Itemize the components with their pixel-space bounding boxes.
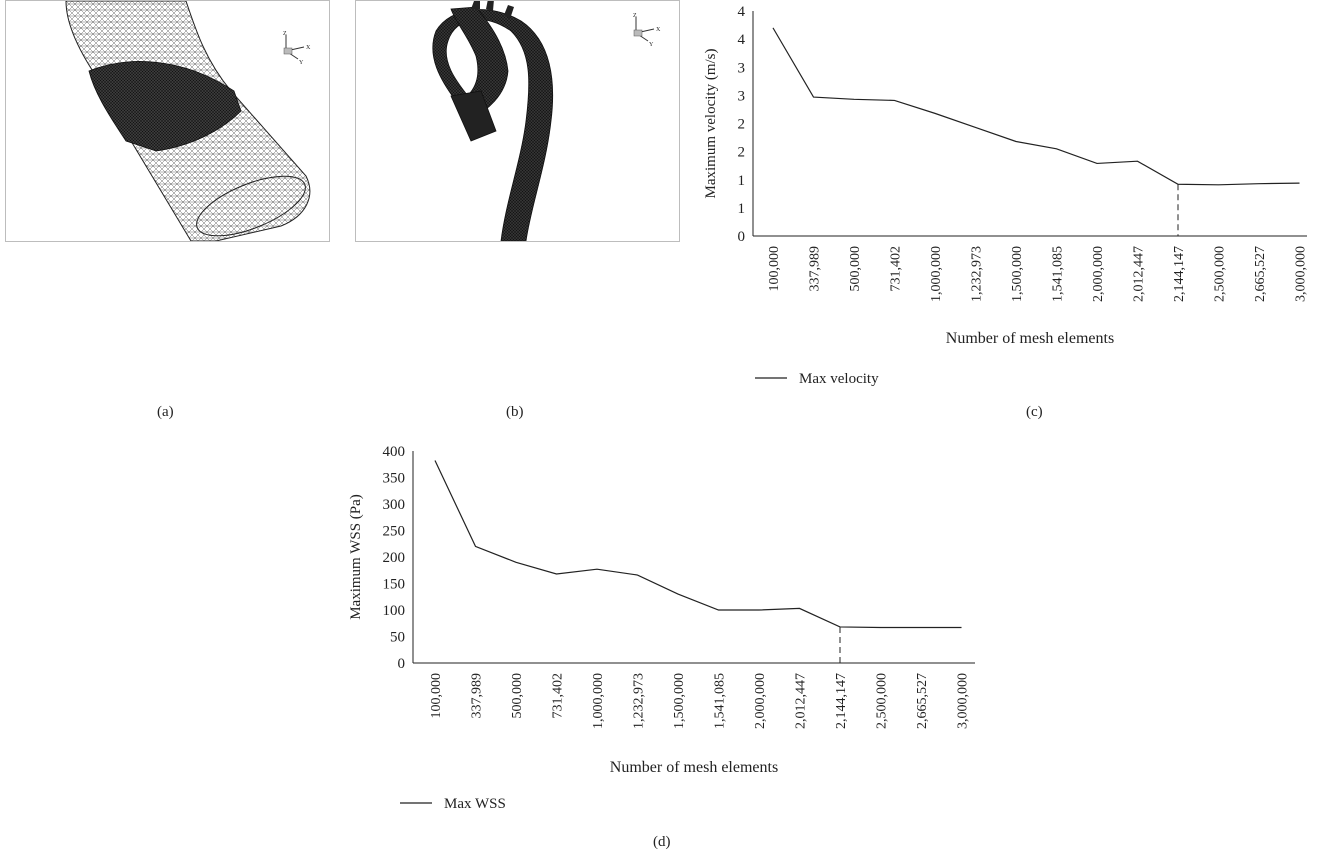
x-tick-label: 1,541,085 bbox=[713, 673, 728, 729]
x-tick-label: 500,000 bbox=[510, 673, 525, 719]
series-line-max-velocity bbox=[772, 27, 1300, 186]
x-tick-label: 2,012,447 bbox=[1132, 246, 1147, 302]
legend-label: Max velocity bbox=[799, 371, 879, 387]
x-tick-label: 2,144,147 bbox=[834, 673, 849, 729]
y-tick-label: 50 bbox=[390, 630, 405, 646]
triad-x-label: X bbox=[656, 27, 661, 33]
vessel-outlet bbox=[196, 175, 306, 237]
y-axis-label: Maximum velocity (m/s) bbox=[703, 49, 719, 199]
x-tick-label: 2,144,147 bbox=[1172, 246, 1187, 302]
mesh-closeup-illustration bbox=[65, 1, 311, 241]
y-tick-label: 200 bbox=[383, 550, 406, 566]
x-tick-label: 3,000,000 bbox=[1294, 246, 1309, 302]
x-tick-label: 2,000,000 bbox=[1091, 246, 1106, 302]
triad-y-label: Y bbox=[299, 60, 304, 66]
caption-c: (c) bbox=[1026, 404, 1043, 420]
y-tick-label: 100 bbox=[383, 603, 406, 619]
mesh-image-b: Z X Y bbox=[355, 0, 680, 242]
series-line-max-wss bbox=[434, 460, 962, 629]
x-tick-label: 2,500,000 bbox=[875, 673, 890, 729]
x-tick-label: 3,000,000 bbox=[956, 673, 971, 729]
mesh-image-a: Z X Y bbox=[5, 0, 330, 242]
caption-b: (b) bbox=[506, 404, 524, 420]
axis-triad-icon: Z X Y bbox=[633, 13, 661, 48]
y-tick-label: 3 bbox=[738, 60, 746, 76]
y-tick-label: 4 bbox=[738, 32, 746, 48]
x-tick-label: 1,232,973 bbox=[970, 246, 985, 302]
caption-d: (d) bbox=[653, 834, 671, 850]
x-tick-label: 100,000 bbox=[429, 673, 444, 719]
x-tick-label: 1,541,085 bbox=[1051, 246, 1066, 302]
x-tick-label: 1,000,000 bbox=[591, 673, 606, 729]
y-tick-label: 150 bbox=[383, 577, 406, 593]
x-tick-label: 731,402 bbox=[551, 673, 566, 719]
x-tick-label: 2,665,527 bbox=[915, 673, 930, 729]
velocity-chart: 0 1 1 2 2 3 3 4 4 100,000 337,989 500,000 731,402 1,0… bbox=[703, 4, 1309, 387]
x-axis-label: Number of mesh elements bbox=[946, 330, 1114, 347]
y-tick-label: 300 bbox=[383, 497, 406, 513]
y-tick-label: 350 bbox=[383, 471, 406, 487]
y-tick-label: 250 bbox=[383, 524, 406, 540]
y-tick-label: 4 bbox=[738, 4, 746, 20]
x-tick-label: 2,012,447 bbox=[794, 673, 809, 729]
y-tick-label: 0 bbox=[738, 229, 746, 245]
x-tick-label: 1,000,000 bbox=[929, 246, 944, 302]
axis-triad-icon: Z X Y bbox=[283, 31, 311, 66]
root-segment bbox=[450, 90, 497, 142]
y-tick-label: 1 bbox=[738, 173, 746, 189]
triad-z-label: Z bbox=[283, 31, 287, 37]
x-tick-label: 1,500,000 bbox=[672, 673, 687, 729]
y-tick-label: 0 bbox=[398, 656, 406, 672]
x-tick-label: 337,989 bbox=[808, 246, 823, 292]
x-tick-label: 337,989 bbox=[470, 673, 485, 719]
x-tick-label: 100,000 bbox=[767, 246, 782, 292]
legend-label: Max WSS bbox=[444, 796, 506, 812]
x-tick-label: 731,402 bbox=[889, 246, 904, 292]
y-tick-label: 1 bbox=[738, 201, 746, 217]
dense-mesh-band bbox=[88, 61, 242, 152]
y-tick-label: 400 bbox=[383, 444, 406, 460]
triad-z-label: Z bbox=[633, 13, 637, 19]
wss-chart: 0 50 100 150 200 250 300 350 400 100,000 337,989 50… bbox=[348, 444, 975, 812]
x-tick-label: 2,000,000 bbox=[753, 673, 768, 729]
branches bbox=[471, 1, 514, 19]
y-tick-label: 3 bbox=[738, 88, 746, 104]
caption-a: (a) bbox=[157, 404, 174, 420]
y-axis-label: Maximum WSS (Pa) bbox=[348, 494, 364, 620]
triad-x-label: X bbox=[306, 45, 311, 51]
y-tick-label: 2 bbox=[738, 145, 746, 161]
x-tick-label: 1,232,973 bbox=[632, 673, 647, 729]
aorta-mesh-illustration bbox=[432, 1, 554, 241]
x-tick-label: 2,500,000 bbox=[1213, 246, 1228, 302]
x-tick-label: 2,665,527 bbox=[1253, 246, 1268, 302]
x-tick-label: 500,000 bbox=[848, 246, 863, 292]
x-axis-label: Number of mesh elements bbox=[610, 759, 778, 776]
x-tick-label: 1,500,000 bbox=[1010, 246, 1025, 302]
y-tick-label: 2 bbox=[738, 117, 746, 133]
triad-y-label: Y bbox=[649, 42, 654, 48]
